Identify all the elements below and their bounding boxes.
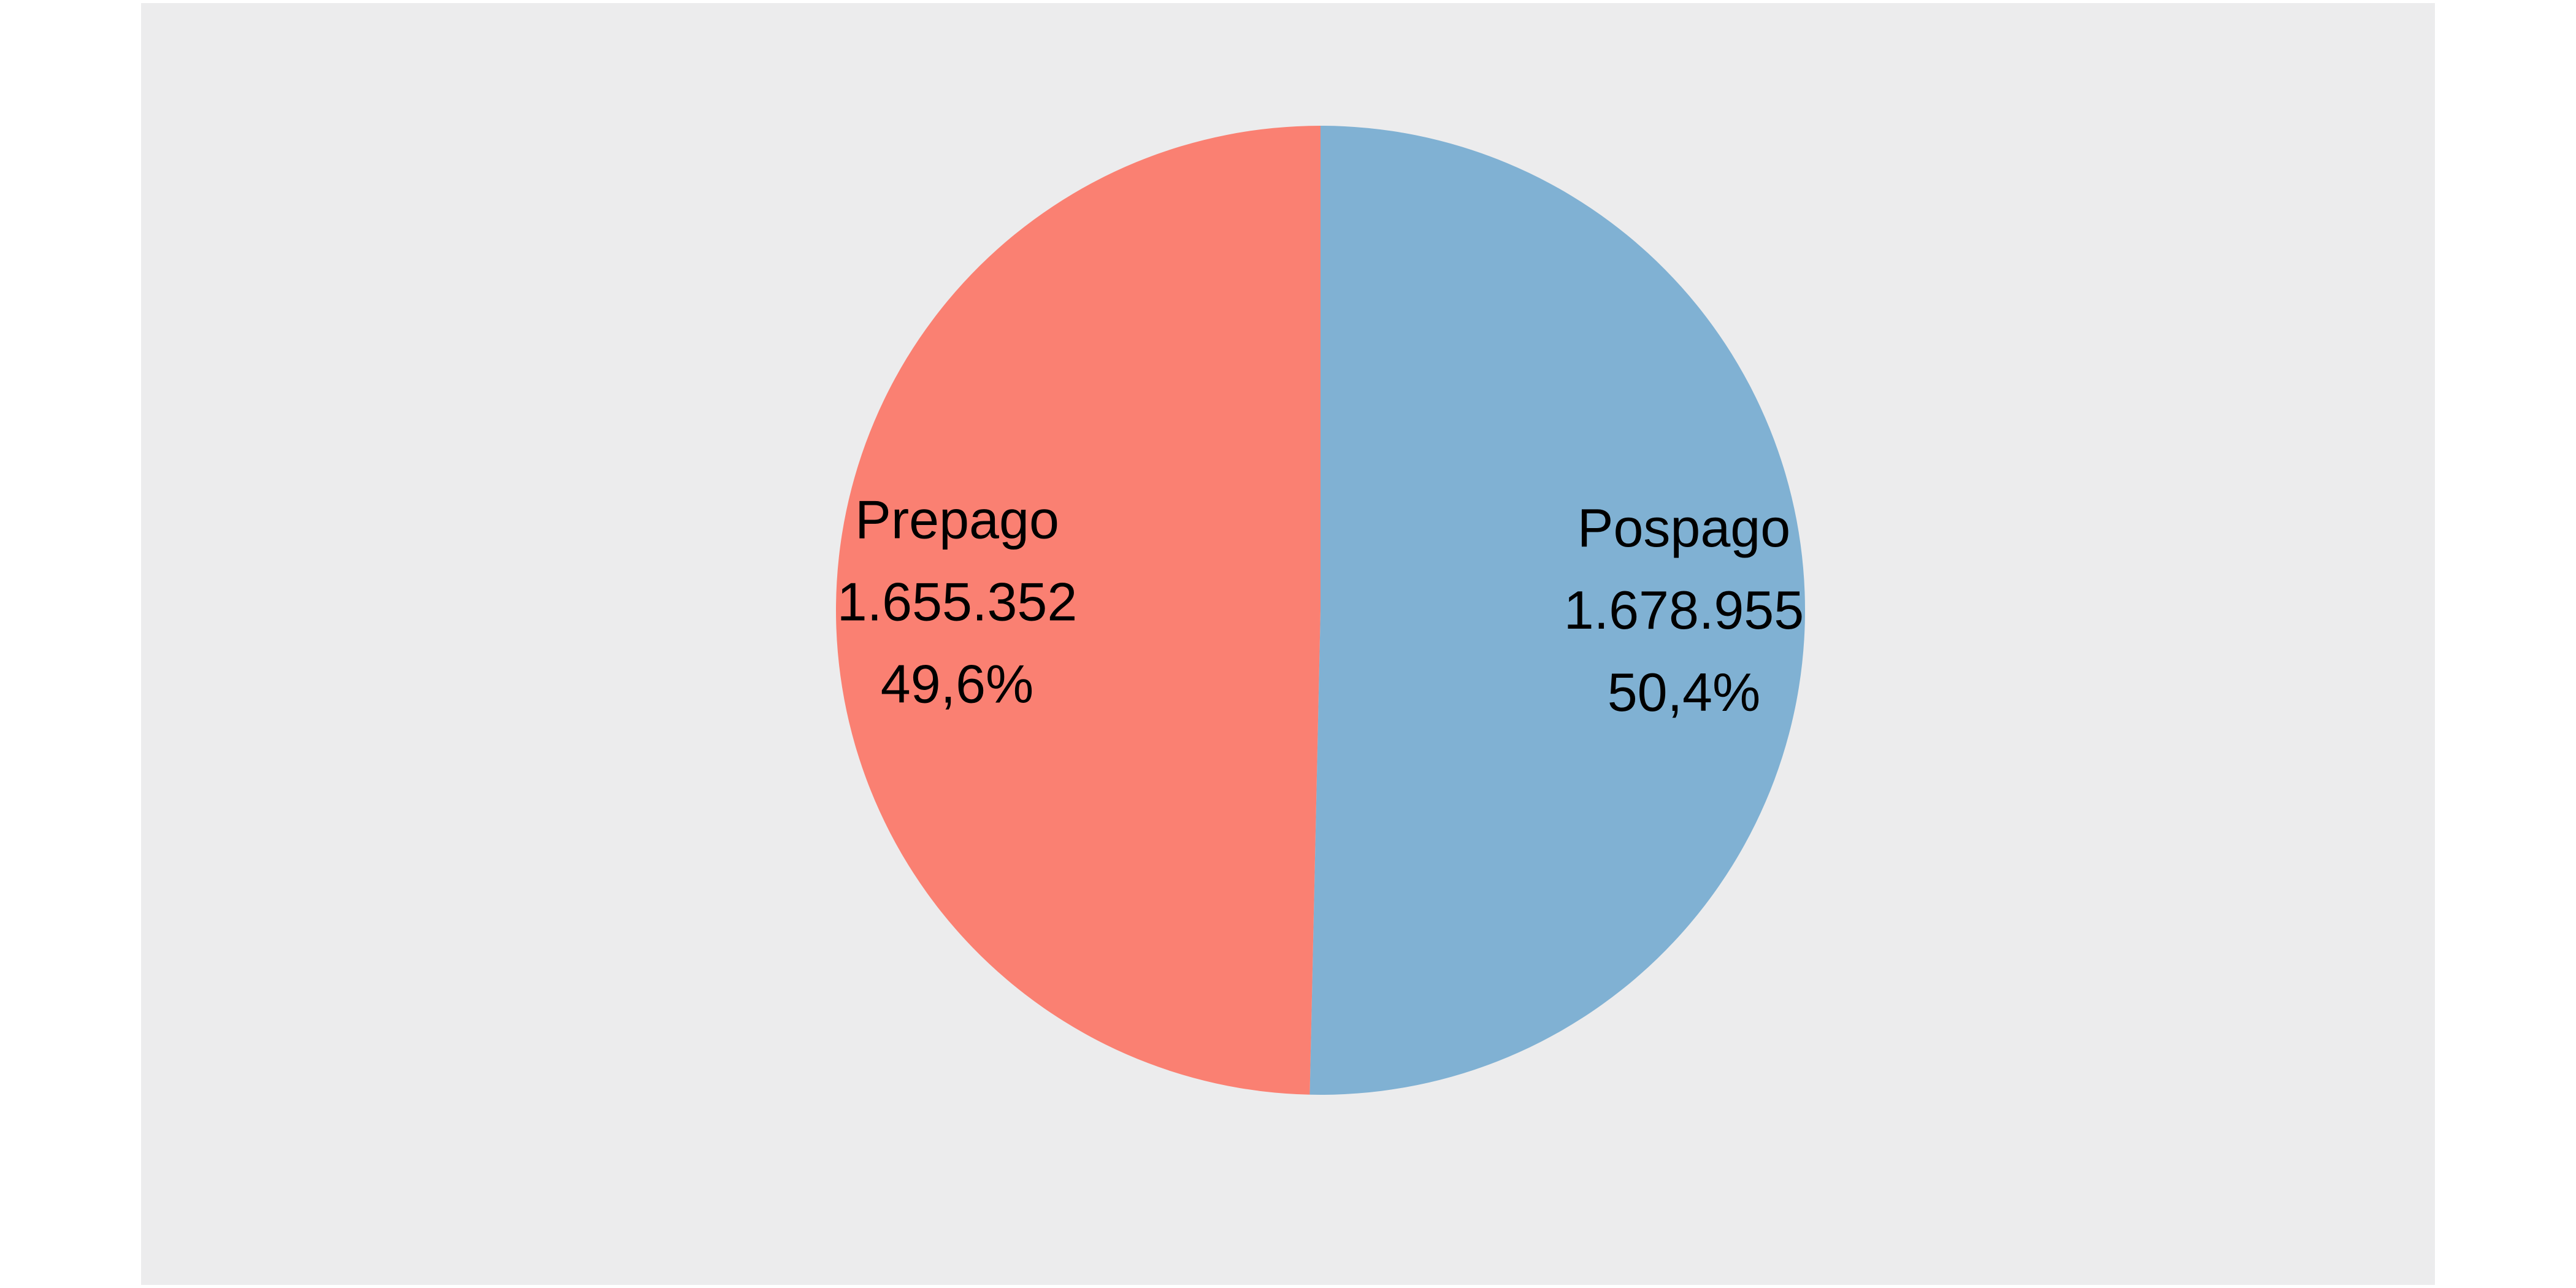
pie-slice-prepago	[836, 126, 1321, 1095]
slice-labels: Pospago 1.678.955 50,4% Prepago 1.655.352 49,…	[837, 489, 1804, 723]
slice-label-value-prepago: 1.655.352	[837, 572, 1078, 632]
slice-label-value-pospago: 1.678.955	[1564, 580, 1804, 640]
slice-label-percent-prepago: 49,6%	[881, 654, 1034, 715]
pie-slice-pospago	[1309, 126, 1806, 1095]
slice-label-name-pospago: Pospago	[1577, 497, 1790, 558]
slice-label-name-prepago: Prepago	[855, 489, 1059, 550]
slice-label-percent-pospago: 50,4%	[1608, 662, 1761, 723]
pie-slices	[836, 126, 1806, 1095]
